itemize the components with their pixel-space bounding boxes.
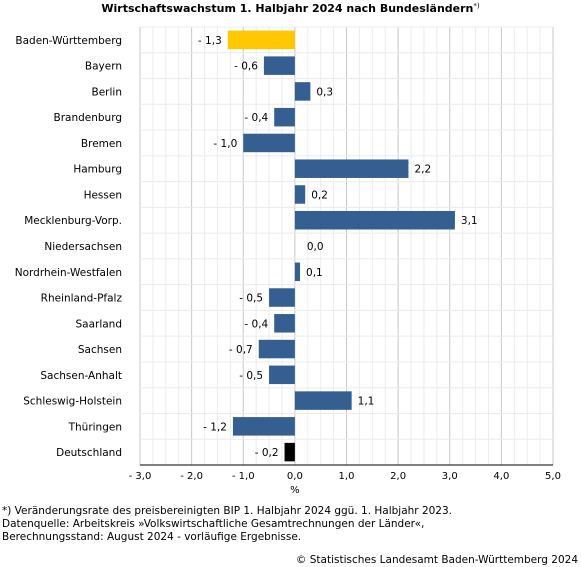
bar-nordrhein-westfalen[interactable] xyxy=(294,262,301,282)
bar-brandenburg[interactable] xyxy=(274,107,295,127)
x-tick-label: 2,0 xyxy=(390,471,406,482)
category-label: Saarland xyxy=(75,318,122,330)
value-label: - 0,4 xyxy=(244,112,268,124)
value-label: - 1,0 xyxy=(213,138,237,150)
x-tick-label: 1,0 xyxy=(339,471,355,482)
value-label: - 0,7 xyxy=(229,344,253,356)
x-tick-label: 0,0 xyxy=(287,471,303,482)
bar-bremen[interactable] xyxy=(243,133,295,153)
bar-rheinland-pfalz[interactable] xyxy=(269,288,295,307)
value-label: 0,1 xyxy=(306,267,323,279)
chart-title-text: Wirtschaftswachstum 1. Halbjahr 2024 nac… xyxy=(101,2,474,15)
bar-hamburg[interactable] xyxy=(294,159,409,178)
category-label: Deutschland xyxy=(56,447,122,459)
value-label: 2,2 xyxy=(414,164,431,176)
bar-berlin[interactable] xyxy=(294,82,311,101)
labels: Baden-Württemberg - 1,3 Bayern - 0,6 Berlin 0… xyxy=(15,35,561,496)
bar-bayern[interactable] xyxy=(263,56,295,75)
footnotes: *) Veränderungsrate des preisbereinigten… xyxy=(2,505,452,544)
category-label: Rheinland-Pfalz xyxy=(41,293,123,305)
category-label: Mecklenburg-Vorp. xyxy=(24,215,122,227)
bar-schleswig-holstein[interactable] xyxy=(294,391,352,410)
category-label: Hessen xyxy=(84,189,122,201)
copyright-notice: © Statistisches Landesamt Baden-Württemb… xyxy=(295,554,578,566)
x-tick-label: 3,0 xyxy=(442,471,458,482)
bar-hessen[interactable] xyxy=(294,185,306,204)
category-label: Brandenburg xyxy=(53,112,122,124)
value-label: - 0,4 xyxy=(244,318,268,330)
category-label: Hamburg xyxy=(73,164,122,176)
value-label: - 0,5 xyxy=(239,293,263,305)
bar-saarland[interactable] xyxy=(274,314,295,333)
footnote-definition: *) Veränderungsrate des preisbereinigten… xyxy=(2,505,453,517)
value-label: - 1,2 xyxy=(203,421,227,433)
x-tick-label: - 1,0 xyxy=(232,471,255,482)
value-label: - 0,2 xyxy=(255,447,279,459)
bar-sachsen-anhalt[interactable] xyxy=(269,365,295,385)
category-label: Baden-Württemberg xyxy=(15,35,122,47)
bar-baden-württemberg[interactable] xyxy=(227,30,295,50)
footnote-source: Datenquelle: Arbeitskreis »Volkswirtscha… xyxy=(2,518,425,530)
value-label: 1,1 xyxy=(358,396,375,408)
category-label: Berlin xyxy=(92,86,122,98)
x-tick-label: - 2,0 xyxy=(180,471,203,482)
value-label: - 1,3 xyxy=(198,35,222,47)
chart-title-footnote-marker: *) xyxy=(473,2,480,10)
footnote-status: Berechnungsstand: August 2024 - vorläufi… xyxy=(2,531,302,543)
bar-deutschland[interactable] xyxy=(284,442,295,462)
value-label: - 0,6 xyxy=(234,61,258,73)
x-tick-label: - 3,0 xyxy=(129,471,152,482)
chart-title: Wirtschaftswachstum 1. Halbjahr 2024 nac… xyxy=(0,2,581,15)
category-label: Thüringen xyxy=(68,421,122,433)
category-label: Bayern xyxy=(85,61,122,73)
category-label: Sachsen-Anhalt xyxy=(40,370,122,382)
value-label: - 0,5 xyxy=(239,370,263,382)
category-label: Schleswig-Holstein xyxy=(23,396,122,408)
x-axis-label: % xyxy=(290,485,300,496)
category-label: Sachsen xyxy=(78,344,122,356)
category-label: Bremen xyxy=(81,138,122,150)
bar-sachsen[interactable] xyxy=(258,339,295,359)
category-label: Niedersachsen xyxy=(44,241,122,253)
grid-lines xyxy=(139,26,554,466)
bars xyxy=(227,30,455,462)
value-label: 0,0 xyxy=(307,241,324,253)
category-label: Nordrhein-Westfalen xyxy=(15,267,122,279)
x-tick-label: 5,0 xyxy=(545,471,561,482)
x-tick-label: 4,0 xyxy=(493,471,509,482)
value-label: 0,3 xyxy=(316,86,333,98)
bar-chart: Baden-Württemberg - 1,3 Bayern - 0,6 Berlin 0… xyxy=(15,26,561,496)
bar-thüringen[interactable] xyxy=(232,417,295,436)
bar-mecklenburg-vorp-[interactable] xyxy=(294,210,455,230)
value-label: 0,2 xyxy=(311,189,328,201)
value-label: 3,1 xyxy=(461,215,478,227)
